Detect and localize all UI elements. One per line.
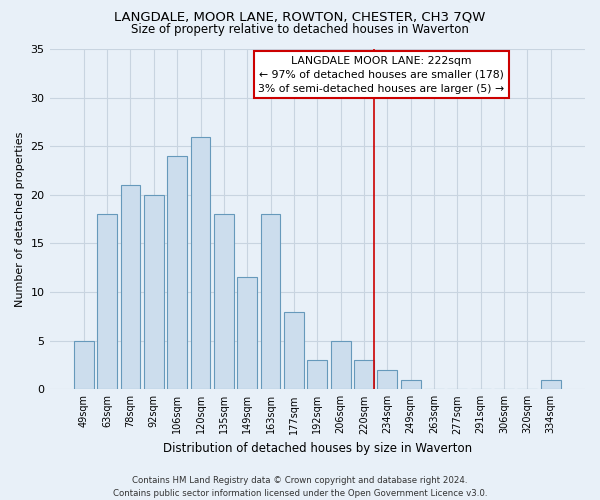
Text: Size of property relative to detached houses in Waverton: Size of property relative to detached ho… (131, 22, 469, 36)
Text: LANGDALE MOOR LANE: 222sqm
← 97% of detached houses are smaller (178)
3% of semi: LANGDALE MOOR LANE: 222sqm ← 97% of deta… (259, 56, 505, 94)
Y-axis label: Number of detached properties: Number of detached properties (15, 132, 25, 307)
Bar (307, 360, 327, 390)
Bar (191, 136, 211, 390)
Bar (74, 340, 94, 390)
Bar (238, 278, 257, 390)
Bar (214, 214, 234, 390)
X-axis label: Distribution of detached houses by size in Waverton: Distribution of detached houses by size … (163, 442, 472, 455)
Bar (354, 360, 374, 390)
Bar (260, 214, 280, 390)
Bar (144, 195, 164, 390)
Bar (401, 380, 421, 390)
Text: Contains HM Land Registry data © Crown copyright and database right 2024.
Contai: Contains HM Land Registry data © Crown c… (113, 476, 487, 498)
Bar (97, 214, 117, 390)
Bar (121, 185, 140, 390)
Bar (167, 156, 187, 390)
Bar (284, 312, 304, 390)
Bar (541, 380, 560, 390)
Bar (331, 340, 350, 390)
Bar (377, 370, 397, 390)
Text: LANGDALE, MOOR LANE, ROWTON, CHESTER, CH3 7QW: LANGDALE, MOOR LANE, ROWTON, CHESTER, CH… (115, 10, 485, 23)
